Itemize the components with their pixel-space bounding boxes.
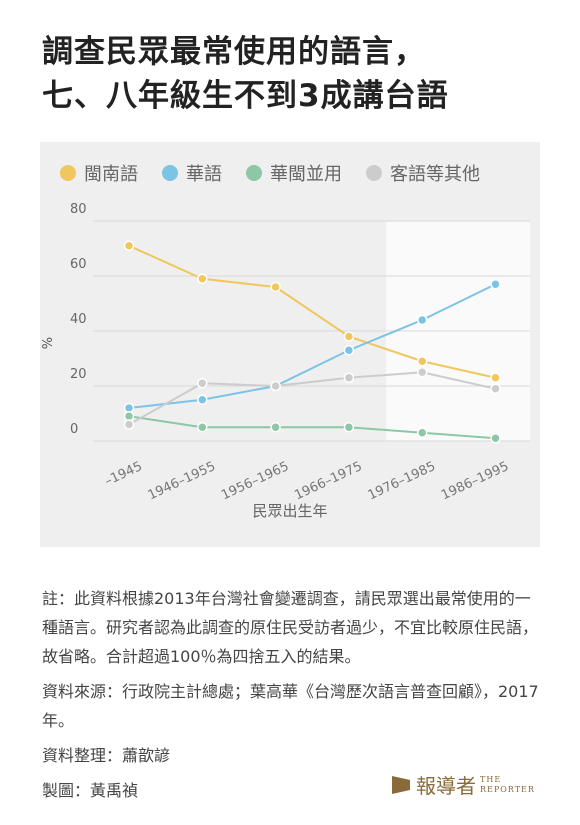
y-tick-label: 40 bbox=[70, 312, 87, 327]
legend-label: 華語 bbox=[186, 164, 222, 185]
data-point bbox=[490, 372, 501, 383]
note: 資料整理：蕭歆諺 bbox=[42, 746, 171, 765]
y-tick-label: 80 bbox=[70, 202, 87, 217]
data-point bbox=[343, 345, 355, 356]
data-point bbox=[123, 240, 135, 251]
data-point bbox=[123, 419, 135, 430]
title-line: 調查民眾最常使用的語言， bbox=[42, 34, 426, 70]
logo-zh: 報導者 bbox=[416, 774, 476, 798]
data-point bbox=[270, 422, 281, 433]
data-point bbox=[490, 433, 501, 444]
legend-label: 華閩並用 bbox=[270, 164, 342, 185]
data-point bbox=[416, 367, 428, 378]
series-line bbox=[128, 283, 496, 409]
notes: 註：此資料根據2013年台灣社會變遷調查，請民眾選出最常使用的一種語言。研究者認… bbox=[42, 584, 542, 811]
legend-swatch bbox=[60, 165, 76, 181]
data-point bbox=[343, 372, 355, 383]
data-point bbox=[270, 281, 281, 293]
legend-swatch bbox=[246, 165, 262, 181]
data-point bbox=[270, 380, 281, 392]
data-point bbox=[416, 427, 428, 438]
title: 調查民眾最常使用的語言， 七、八年級生不到3成講台語 bbox=[42, 30, 449, 118]
data-point bbox=[197, 422, 208, 433]
data-point bbox=[416, 356, 428, 367]
series-line bbox=[128, 415, 496, 440]
data-point bbox=[343, 331, 355, 342]
legend-label: 閩南語 bbox=[84, 164, 138, 185]
series-line bbox=[128, 244, 496, 379]
series-line bbox=[128, 371, 496, 426]
y-axis-label: % bbox=[41, 337, 56, 349]
legend-swatch bbox=[366, 165, 382, 181]
logo-en-1: THE bbox=[480, 774, 502, 784]
logo-en: THE REPORTER bbox=[480, 775, 535, 795]
data-point bbox=[343, 422, 355, 433]
title-line: 七、八年級生不到3成講台語 bbox=[42, 78, 449, 114]
data-point bbox=[197, 273, 208, 284]
legend-label: 客語等其他 bbox=[390, 164, 480, 185]
y-tick-label: 20 bbox=[70, 367, 87, 382]
data-point bbox=[416, 314, 428, 326]
note: 製圖：黃禹禎 bbox=[42, 781, 139, 800]
note: 註：此資料根據2013年台灣社會變遷調查，請民眾選出最常使用的一種語言。研究者認… bbox=[42, 589, 539, 666]
note: 資料來源：行政院主計總處；葉高華《台灣歷次語言普查回顧》，2017年。 bbox=[42, 682, 539, 730]
y-tick-label: 60 bbox=[70, 257, 87, 272]
data-point bbox=[490, 279, 501, 290]
legend-swatch bbox=[162, 165, 178, 181]
x-axis-label: 民眾出生年 bbox=[252, 502, 327, 520]
logo-en-2: REPORTER bbox=[480, 784, 535, 794]
data-point bbox=[490, 383, 501, 394]
data-point bbox=[197, 394, 208, 405]
logo: 報導者 THE REPORTER bbox=[392, 770, 535, 799]
data-point bbox=[197, 378, 208, 389]
logo-icon bbox=[392, 775, 410, 794]
y-tick-label: 0 bbox=[70, 422, 78, 437]
